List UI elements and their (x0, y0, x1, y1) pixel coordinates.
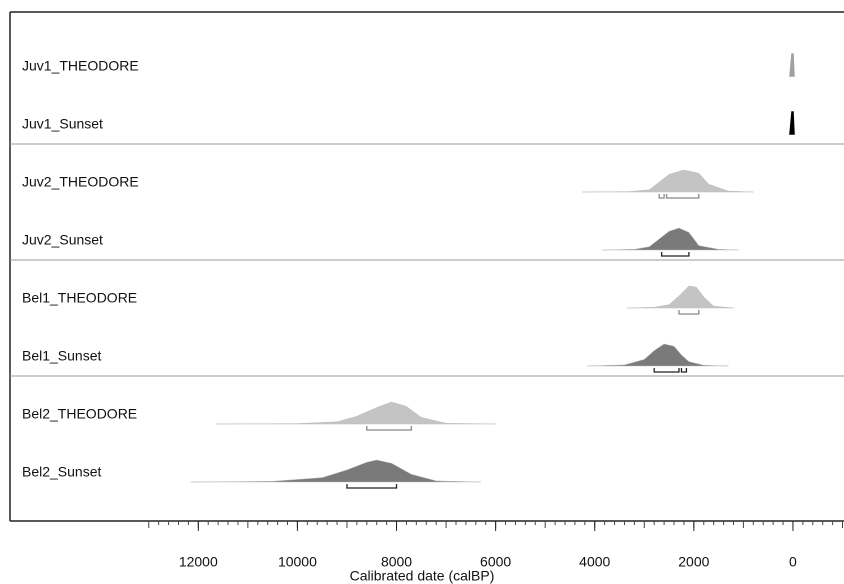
distribution (789, 111, 795, 135)
hpd-range (366, 426, 413, 431)
distribution (587, 343, 729, 367)
distribution (215, 401, 496, 425)
row-label: Juv2_Sunset (22, 232, 103, 248)
hpd-range (653, 368, 680, 373)
x-tick-label: 12000 (179, 554, 218, 570)
x-tick-label: 4000 (579, 554, 610, 570)
row-label: Juv2_THEODORE (22, 174, 139, 190)
distribution (190, 459, 481, 483)
hpd-range (658, 194, 665, 199)
x-tick-label: 6000 (480, 554, 511, 570)
distribution (789, 53, 795, 77)
distribution (582, 169, 754, 193)
row-label: Bel1_THEODORE (22, 290, 137, 306)
x-tick-label: 8000 (381, 554, 412, 570)
x-tick-label: 2000 (678, 554, 709, 570)
hpd-range (665, 194, 700, 199)
distribution (602, 227, 739, 251)
hpd-range (660, 252, 690, 257)
hpd-range (678, 310, 700, 315)
hpd-range (680, 368, 688, 373)
x-axis-title: Calibrated date (calBP) (350, 568, 495, 584)
row-label: Juv1_Sunset (22, 116, 103, 132)
x-tick-label: 0 (789, 554, 797, 570)
x-tick-label: 10000 (278, 554, 317, 570)
row-label: Bel2_THEODORE (22, 406, 137, 422)
row-label: Juv1_THEODORE (22, 58, 139, 74)
hpd-range (346, 484, 398, 489)
distribution (626, 285, 734, 309)
row-label: Bel1_Sunset (22, 348, 102, 364)
row-label: Bel2_Sunset (22, 464, 102, 480)
